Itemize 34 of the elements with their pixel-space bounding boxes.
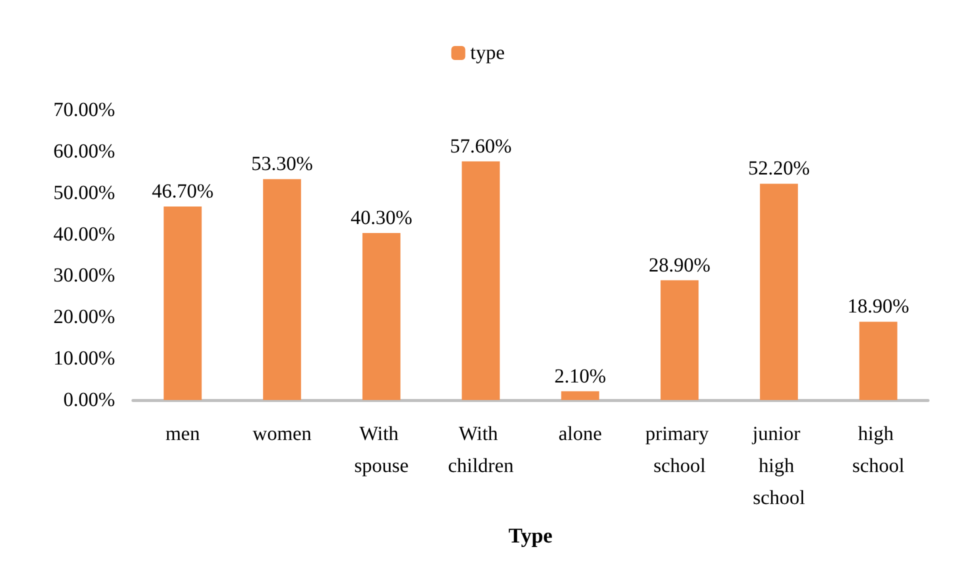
data-label: 53.30%: [251, 153, 313, 176]
x-tick-label: women: [252, 423, 312, 445]
y-tick-label: 50.00%: [53, 182, 115, 204]
y-tick-label: 60.00%: [53, 140, 115, 162]
data-label: 46.70%: [152, 180, 214, 203]
bar: [561, 391, 600, 400]
legend-label: type: [470, 42, 505, 64]
data-label: 2.10%: [554, 365, 606, 388]
x-tick-label: junior high school: [752, 423, 806, 509]
y-tick-label: 40.00%: [53, 223, 115, 246]
y-tick-label: 70.00%: [53, 99, 115, 121]
x-tick-label: With children: [448, 423, 514, 477]
data-label: 52.20%: [748, 158, 810, 180]
x-axis-title: Type: [508, 524, 552, 548]
data-label: 40.30%: [350, 207, 412, 230]
x-tick-label: high school: [852, 423, 905, 477]
y-tick-label: 20.00%: [53, 306, 115, 328]
bar: [462, 161, 500, 400]
bar: [362, 233, 400, 400]
x-tick-label: alone: [558, 423, 602, 445]
bar: [859, 322, 898, 400]
y-tick-label: 10.00%: [53, 348, 115, 370]
y-tick-label: 0.00%: [63, 389, 115, 411]
y-tick-label: 30.00%: [53, 264, 115, 287]
x-tick-label: men: [165, 423, 200, 445]
bar: [660, 280, 699, 400]
x-tick-label: With spouse: [354, 423, 409, 477]
bar: [760, 184, 798, 400]
x-tick-label: primary school: [645, 423, 714, 477]
data-label: 57.60%: [450, 135, 512, 158]
bar: [263, 179, 302, 400]
data-label: 28.90%: [648, 254, 710, 276]
bar: [164, 206, 202, 400]
data-label: 18.90%: [847, 296, 910, 318]
